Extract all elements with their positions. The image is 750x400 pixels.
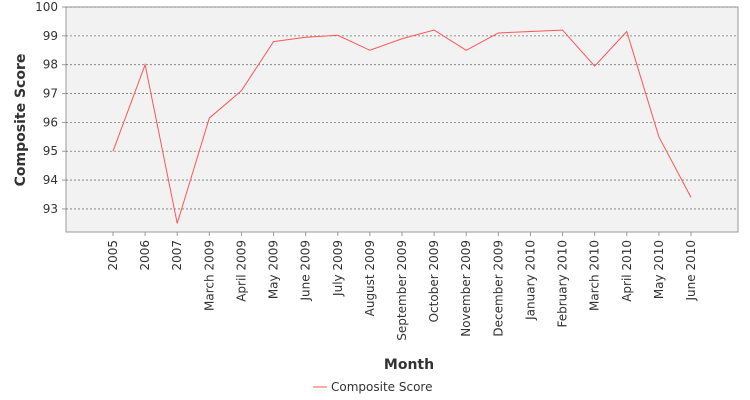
x-tick-label: 2006: [138, 240, 152, 271]
y-tick-label: 97: [43, 87, 58, 101]
legend-label: Composite Score: [331, 380, 432, 394]
x-tick-label: 2005: [106, 240, 120, 271]
line: [112, 29, 692, 224]
x-tick-label: December 2009: [491, 240, 505, 337]
y-tick-label: 93: [43, 202, 58, 216]
x-tick-label: October 2009: [427, 240, 441, 322]
x-tick-label: November 2009: [459, 240, 473, 337]
x-tick-label: August 2009: [363, 240, 377, 316]
x-tick-label: January 2010: [523, 240, 537, 321]
x-tick-label: April 2010: [620, 240, 634, 302]
x-tick-label: April 2009: [234, 240, 248, 302]
x-tick-label: May 2010: [652, 240, 666, 299]
y-axis-title: Composite Score: [13, 54, 29, 187]
y-tick-label: 95: [43, 144, 58, 158]
y-tick-label: 96: [43, 115, 58, 129]
y-tick-label: 99: [43, 29, 58, 43]
y-tick-label: 100: [35, 0, 58, 14]
x-tick-label: June 2010: [684, 240, 698, 302]
x-axis-title: Month: [384, 357, 434, 373]
x-tick-label: July 2009: [331, 240, 345, 297]
x-tick-label: March 2009: [202, 240, 216, 311]
plot-area: [65, 6, 739, 233]
x-tick-label: 2007: [170, 240, 184, 271]
x-tick-label: June 2009: [299, 240, 313, 302]
y-tick-label: 98: [43, 58, 58, 72]
x-tick-label: March 2010: [588, 240, 602, 311]
x-tick-label: February 2010: [556, 240, 570, 328]
x-tick-label: September 2009: [395, 240, 409, 341]
x-tick-label: May 2009: [267, 240, 281, 299]
y-tick-label: 94: [43, 173, 58, 187]
